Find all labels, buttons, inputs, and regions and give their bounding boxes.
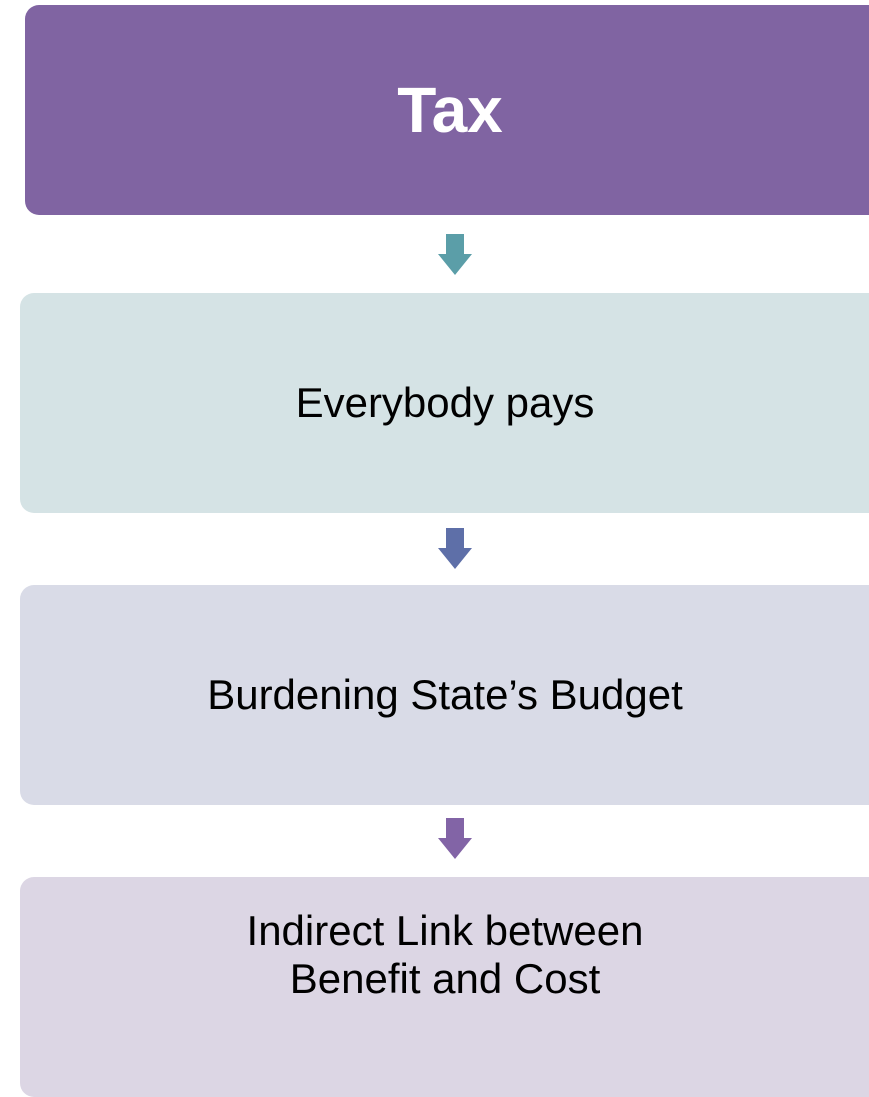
node-label: Tax — [397, 74, 503, 146]
arrow — [438, 818, 472, 859]
node: Everybody pays — [20, 293, 869, 513]
arrow — [438, 234, 472, 275]
node: Burdening State’s Budget — [20, 585, 869, 805]
node: Indirect Link between Benefit and Cost — [20, 877, 869, 1097]
node-label: Burdening State’s Budget — [207, 671, 683, 718]
arrow — [438, 528, 472, 569]
node-label: Everybody pays — [295, 379, 595, 426]
node-label: Indirect Link between Benefit and Cost — [246, 907, 644, 1002]
node: Tax — [25, 5, 869, 215]
